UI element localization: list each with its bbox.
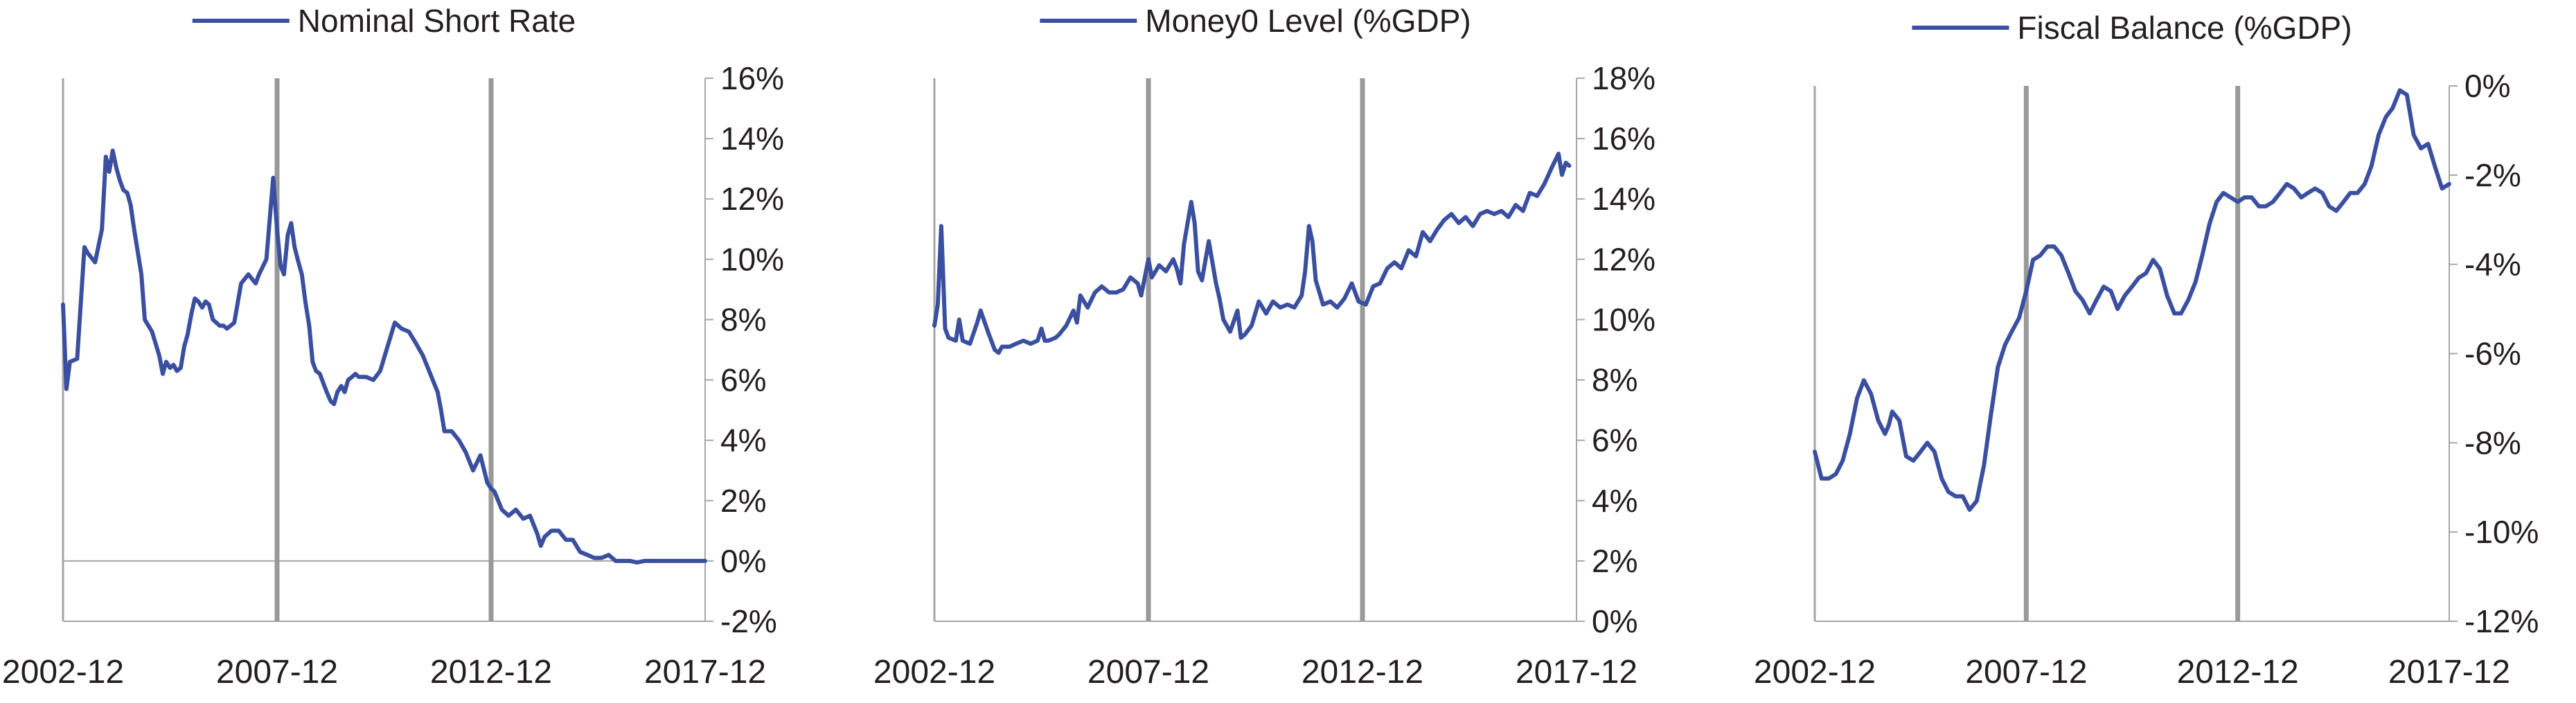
x-tick-label: 2012-12 bbox=[430, 654, 552, 691]
chart-panel-2: 0% 2% 4% 6% 8% 10% 12% 14% 16% 18% 2002-12 2007-12 2… bbox=[873, 3, 1655, 691]
y-tick-label: 14% bbox=[1592, 181, 1655, 217]
x-tick-label: 2007-12 bbox=[1965, 654, 2087, 691]
y-tick-label: 18% bbox=[1592, 60, 1655, 96]
y-tick-label: 8% bbox=[1592, 362, 1637, 398]
legend: Nominal Short Rate bbox=[192, 3, 576, 39]
legend: Money0 Level (%GDP) bbox=[1040, 3, 1471, 39]
y-tick-label: 0% bbox=[720, 543, 766, 579]
y-tick-label: 4% bbox=[1592, 483, 1637, 519]
y-tick-label: 0% bbox=[2464, 68, 2510, 104]
y-tick-label: 2% bbox=[720, 483, 766, 519]
x-tick-label: 2007-12 bbox=[1087, 654, 1209, 691]
x-tick-label: 2017-12 bbox=[644, 654, 766, 691]
y-tick-label: -2% bbox=[720, 603, 777, 639]
y-tick-label: 16% bbox=[1592, 121, 1655, 157]
y-tick-label: 6% bbox=[1592, 422, 1637, 459]
legend: Fiscal Balance (%GDP) bbox=[1912, 10, 2352, 46]
y-tick-label: 0% bbox=[1592, 603, 1637, 639]
series-line-1 bbox=[61, 148, 707, 565]
legend-label: Fiscal Balance (%GDP) bbox=[2017, 10, 2352, 46]
x-tick-label: 2007-12 bbox=[216, 654, 338, 691]
y-tick-label: 10% bbox=[1592, 301, 1655, 337]
y-tick-label: -10% bbox=[2464, 514, 2539, 550]
y-tick-label: 16% bbox=[720, 60, 784, 96]
y-tick-label: 14% bbox=[720, 121, 784, 157]
series-line-1 bbox=[932, 151, 1572, 355]
y-tick-label: 2% bbox=[1592, 543, 1637, 579]
legend-label: Nominal Short Rate bbox=[298, 3, 576, 39]
x-tick-label: 2012-12 bbox=[1302, 654, 1423, 691]
y-tick-label: -6% bbox=[2464, 336, 2521, 372]
x-tick-label: 2017-12 bbox=[1516, 654, 1637, 691]
x-tick-label: 2012-12 bbox=[2177, 654, 2299, 691]
y-tick-label: -4% bbox=[2464, 247, 2521, 283]
chart-panel-1: -2% 0% 2% 4% 6% 8% 10% 12% 14% 16% 2002-12 2007-12 2… bbox=[2, 3, 784, 691]
y-tick-label: 8% bbox=[720, 301, 766, 337]
chart-panel-3: -12% -10% -8% -6% -4% -2% 0% 2002-12 2007-12 2012… bbox=[1754, 10, 2539, 691]
x-tick-label: 2002-12 bbox=[2, 654, 124, 691]
y-tick-label: 12% bbox=[1592, 241, 1655, 277]
y-tick-label: 10% bbox=[720, 241, 784, 277]
y-tick-label: 12% bbox=[720, 181, 784, 217]
y-tick-label: 6% bbox=[720, 362, 766, 398]
y-tick-label: 4% bbox=[720, 422, 766, 459]
y-tick-label: -12% bbox=[2464, 603, 2539, 639]
x-tick-label: 2002-12 bbox=[1754, 654, 1876, 691]
series-line-1 bbox=[1813, 88, 2451, 512]
legend-label: Money0 Level (%GDP) bbox=[1145, 3, 1471, 39]
x-tick-label: 2017-12 bbox=[2388, 654, 2510, 691]
y-tick-label: -2% bbox=[2464, 157, 2521, 193]
x-tick-label: 2002-12 bbox=[873, 654, 995, 691]
y-tick-label: -8% bbox=[2464, 425, 2521, 461]
